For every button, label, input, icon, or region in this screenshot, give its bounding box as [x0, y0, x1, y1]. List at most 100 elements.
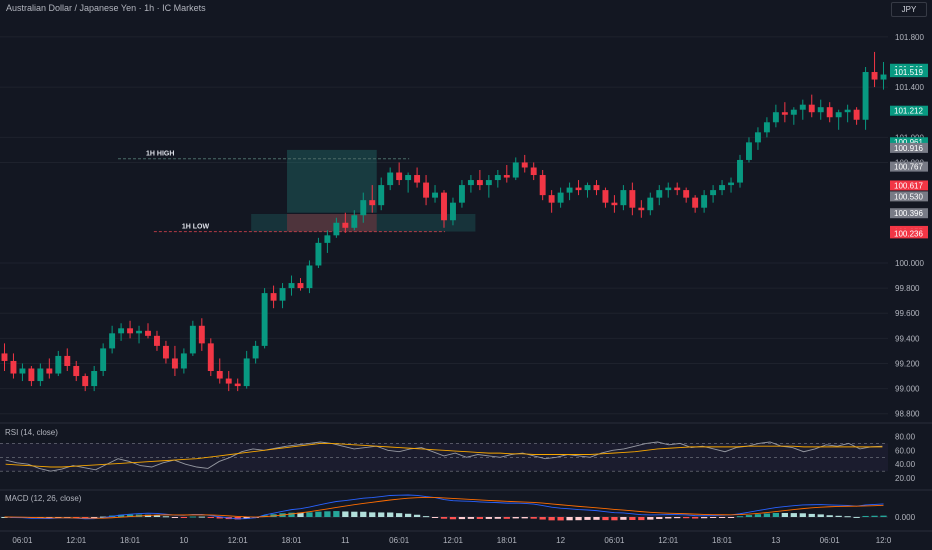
- candle-body[interactable]: [252, 345, 259, 359]
- candle-body[interactable]: [387, 172, 394, 186]
- candle-body[interactable]: [10, 360, 17, 374]
- candle-body[interactable]: [476, 180, 483, 186]
- candle-body[interactable]: [638, 207, 645, 211]
- candle-body[interactable]: [64, 355, 71, 366]
- candle-body[interactable]: [270, 293, 277, 301]
- candle-body[interactable]: [467, 180, 474, 186]
- candle-body[interactable]: [198, 325, 205, 344]
- candle-body[interactable]: [162, 345, 169, 359]
- candle-body[interactable]: [396, 172, 403, 181]
- candle-body[interactable]: [674, 187, 681, 191]
- candle-body[interactable]: [351, 215, 358, 228]
- candle-body[interactable]: [539, 175, 546, 196]
- candle-body[interactable]: [692, 197, 699, 208]
- candle-body[interactable]: [441, 192, 447, 221]
- candle-body[interactable]: [333, 222, 340, 236]
- candle-body[interactable]: [746, 142, 752, 160]
- candle-body[interactable]: [485, 180, 492, 186]
- candle-body[interactable]: [790, 109, 797, 115]
- candle-body[interactable]: [656, 190, 663, 198]
- candle-body[interactable]: [593, 185, 600, 191]
- candle-body[interactable]: [458, 185, 465, 203]
- candle-body[interactable]: [216, 371, 223, 379]
- candle-body[interactable]: [127, 328, 134, 334]
- candle-body[interactable]: [306, 265, 313, 289]
- candle-body[interactable]: [154, 335, 160, 346]
- candle-body[interactable]: [423, 182, 430, 198]
- candle-body[interactable]: [46, 368, 53, 374]
- candle-body[interactable]: [19, 368, 26, 374]
- candle-body[interactable]: [763, 122, 770, 133]
- candle-body[interactable]: [297, 283, 304, 289]
- candle-body[interactable]: [844, 109, 851, 113]
- candle-body[interactable]: [683, 190, 690, 198]
- candle-body[interactable]: [719, 185, 726, 191]
- candle-body[interactable]: [575, 187, 582, 191]
- candle-body[interactable]: [324, 235, 331, 243]
- candle-body[interactable]: [243, 358, 250, 387]
- candle-body[interactable]: [584, 185, 591, 191]
- candle-body[interactable]: [566, 187, 573, 193]
- candle-body[interactable]: [629, 190, 636, 208]
- candle-body[interactable]: [602, 190, 609, 203]
- candle-body[interactable]: [180, 353, 187, 369]
- candle-body[interactable]: [728, 182, 734, 186]
- candle-body[interactable]: [109, 333, 116, 349]
- candle-body[interactable]: [288, 283, 295, 289]
- candle-body[interactable]: [754, 132, 761, 143]
- candle-body[interactable]: [772, 112, 779, 123]
- candle-body[interactable]: [378, 185, 385, 206]
- candle-body[interactable]: [369, 200, 376, 206]
- candle-body[interactable]: [189, 325, 196, 354]
- candle-body[interactable]: [611, 202, 618, 206]
- candle-body[interactable]: [530, 167, 537, 176]
- candle-body[interactable]: [145, 330, 151, 336]
- candle-body[interactable]: [503, 175, 510, 178]
- candle-body[interactable]: [136, 330, 142, 334]
- candle-body[interactable]: [808, 104, 815, 113]
- candle-body[interactable]: [414, 175, 421, 183]
- candle-body[interactable]: [73, 365, 80, 377]
- candle-body[interactable]: [1, 353, 8, 361]
- candle-body[interactable]: [835, 112, 842, 118]
- candle-body[interactable]: [880, 74, 887, 80]
- candle-body[interactable]: [225, 378, 232, 384]
- candle-body[interactable]: [405, 175, 412, 181]
- candle-body[interactable]: [494, 175, 501, 181]
- candle-body[interactable]: [557, 192, 564, 203]
- candle-body[interactable]: [91, 371, 98, 387]
- candle-body[interactable]: [701, 195, 708, 208]
- candle-body[interactable]: [315, 242, 322, 266]
- candle-body[interactable]: [279, 288, 286, 301]
- candle-body[interactable]: [781, 112, 788, 115]
- candle-body[interactable]: [37, 368, 44, 382]
- candle-body[interactable]: [799, 104, 806, 110]
- candle-body[interactable]: [862, 72, 869, 120]
- candle-body[interactable]: [28, 368, 35, 382]
- candle-body[interactable]: [360, 200, 367, 216]
- candle-body[interactable]: [342, 222, 349, 228]
- candle-body[interactable]: [620, 190, 627, 206]
- candle-body[interactable]: [171, 358, 178, 369]
- candle-body[interactable]: [261, 293, 268, 346]
- candle-body[interactable]: [118, 328, 125, 334]
- candle-body[interactable]: [100, 348, 107, 372]
- candle-body[interactable]: [82, 376, 89, 387]
- candle-body[interactable]: [512, 162, 519, 178]
- candle-body[interactable]: [665, 187, 672, 191]
- candle-body[interactable]: [234, 383, 241, 387]
- candle-body[interactable]: [55, 355, 62, 374]
- candle-body[interactable]: [737, 159, 743, 183]
- candle-body[interactable]: [871, 72, 878, 80]
- candle-body[interactable]: [853, 109, 860, 120]
- candle-body[interactable]: [521, 162, 528, 168]
- candle-body[interactable]: [207, 343, 214, 372]
- currency-button[interactable]: JPY: [891, 2, 927, 17]
- candle-body[interactable]: [826, 107, 833, 118]
- candle-body[interactable]: [432, 192, 438, 198]
- candle-body[interactable]: [548, 195, 555, 203]
- candle-body[interactable]: [817, 107, 824, 113]
- candle-body[interactable]: [647, 197, 654, 211]
- candle-body[interactable]: [710, 190, 717, 196]
